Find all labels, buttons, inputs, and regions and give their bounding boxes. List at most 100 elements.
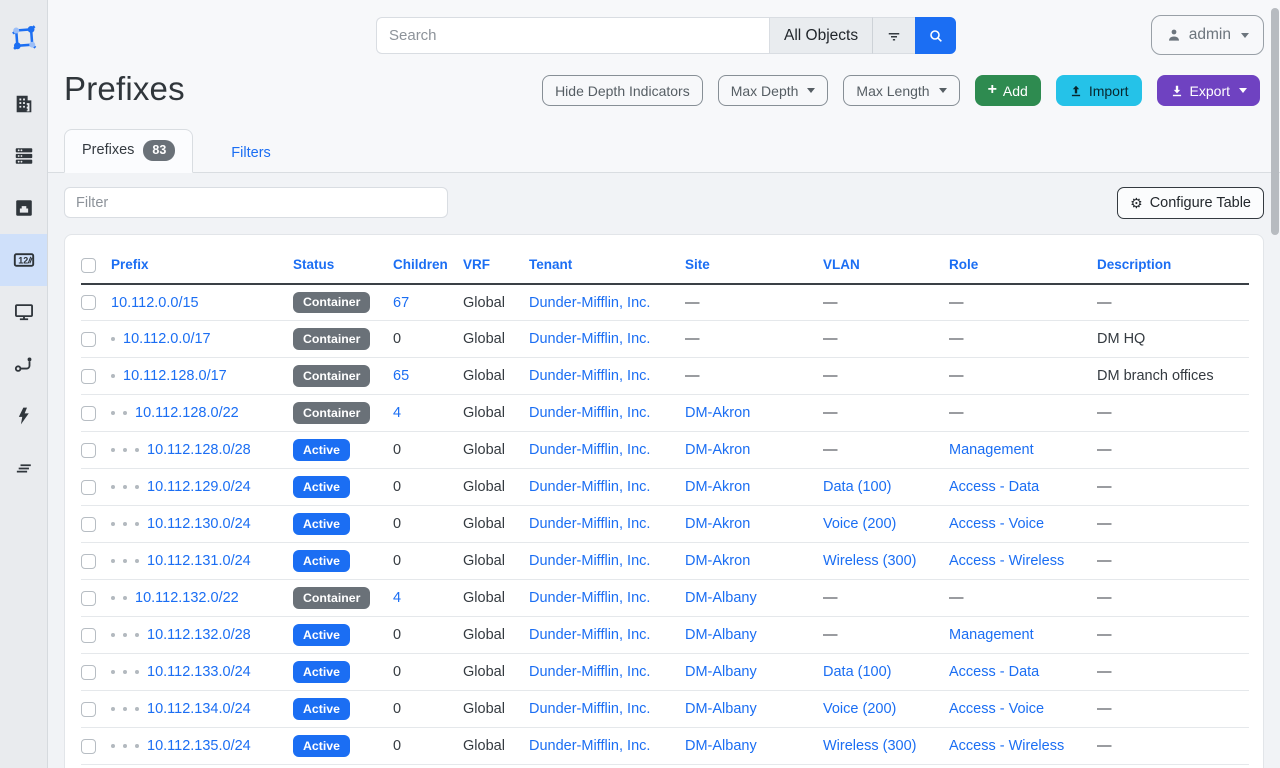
vlan-link[interactable]: Voice (200)	[823, 516, 897, 533]
row-checkbox[interactable]	[81, 442, 96, 458]
row-checkbox[interactable]	[81, 516, 96, 532]
row-checkbox[interactable]	[81, 738, 96, 754]
row-checkbox[interactable]	[81, 368, 96, 384]
site-link[interactable]: DM-Albany	[685, 664, 757, 681]
children-link[interactable]: 4	[393, 405, 402, 422]
tenant-link[interactable]: Dunder-Mifflin, Inc.	[529, 627, 651, 644]
prefix-link[interactable]: 10.112.128.0/28	[147, 442, 251, 459]
tenant-link[interactable]: Dunder-Mifflin, Inc.	[529, 738, 651, 755]
column-header-tenant[interactable]: Tenant	[529, 248, 685, 285]
hide-depth-indicators-button[interactable]: Hide Depth Indicators	[542, 75, 703, 106]
site-link[interactable]: DM-Akron	[685, 405, 751, 422]
tenant-link[interactable]: Dunder-Mifflin, Inc.	[529, 479, 651, 496]
prefix-link[interactable]: 10.112.135.0/24	[147, 738, 251, 755]
column-header-children[interactable]: Children	[393, 248, 463, 285]
search-submit-button[interactable]	[915, 17, 957, 54]
global-search-input[interactable]	[376, 17, 769, 54]
tenant-link[interactable]: Dunder-Mifflin, Inc.	[529, 442, 651, 459]
import-button[interactable]: Import	[1055, 75, 1142, 106]
site-link[interactable]: DM-Akron	[685, 442, 751, 459]
row-checkbox[interactable]	[81, 405, 96, 421]
site-link[interactable]: DM-Albany	[685, 701, 757, 718]
tenant-link[interactable]: Dunder-Mifflin, Inc.	[529, 405, 651, 422]
sidebar-item-connections[interactable]	[0, 182, 47, 234]
row-checkbox[interactable]	[81, 590, 96, 606]
vlan-link[interactable]: Data (100)	[823, 664, 892, 681]
site-link[interactable]: DM-Albany	[685, 590, 757, 607]
row-checkbox[interactable]	[81, 295, 96, 311]
row-checkbox[interactable]	[81, 627, 96, 643]
add-button[interactable]: + Add	[974, 75, 1041, 106]
tenant-link[interactable]: Dunder-Mifflin, Inc.	[529, 590, 651, 607]
site-link[interactable]: DM-Akron	[685, 479, 751, 496]
sidebar-item-virtualization[interactable]	[0, 286, 47, 338]
role-link[interactable]: Access - Wireless	[949, 553, 1065, 570]
sidebar-item-ipam[interactable]: 12	[0, 234, 47, 286]
max-depth-dropdown[interactable]: Max Depth	[717, 75, 829, 106]
role-link[interactable]: Access - Voice	[949, 516, 1045, 533]
site-link[interactable]: DM-Akron	[685, 553, 751, 570]
site-link[interactable]: DM-Akron	[685, 516, 751, 533]
column-header-vrf[interactable]: VRF	[463, 248, 529, 285]
prefix-link[interactable]: 10.112.128.0/22	[135, 405, 239, 422]
row-checkbox[interactable]	[81, 331, 96, 347]
tenant-link[interactable]: Dunder-Mifflin, Inc.	[529, 331, 651, 348]
column-header-vlan[interactable]: VLAN	[823, 248, 949, 285]
vlan-link[interactable]: Wireless (300)	[823, 553, 917, 570]
table-filter-input[interactable]	[64, 187, 448, 219]
column-header-status[interactable]: Status	[293, 248, 393, 285]
scrollbar[interactable]	[1271, 8, 1279, 235]
column-header-description[interactable]: Description	[1097, 248, 1249, 285]
prefix-link[interactable]: 10.112.132.0/28	[147, 627, 251, 644]
tenant-link[interactable]: Dunder-Mifflin, Inc.	[529, 701, 651, 718]
row-checkbox[interactable]	[81, 664, 96, 680]
column-header-site[interactable]: Site	[685, 248, 823, 285]
sidebar-item-circuits[interactable]	[0, 338, 47, 390]
row-checkbox[interactable]	[81, 553, 96, 569]
role-link[interactable]: Management	[949, 627, 1034, 644]
tab-filters[interactable]: Filters	[231, 144, 271, 161]
tenant-link[interactable]: Dunder-Mifflin, Inc.	[529, 294, 651, 311]
prefix-link[interactable]: 10.112.130.0/24	[147, 516, 251, 533]
tenant-link[interactable]: Dunder-Mifflin, Inc.	[529, 664, 651, 681]
vlan-link[interactable]: Wireless (300)	[823, 738, 917, 755]
export-dropdown[interactable]: Export	[1156, 75, 1260, 106]
sidebar-item-power[interactable]	[0, 390, 47, 442]
role-link[interactable]: Access - Voice	[949, 701, 1045, 718]
role-link[interactable]: Access - Wireless	[949, 738, 1065, 755]
configure-table-button[interactable]: ⚙ Configure Table	[1117, 186, 1264, 219]
prefix-link[interactable]: 10.112.0.0/15	[111, 294, 199, 311]
search-filter-button[interactable]	[872, 17, 916, 54]
row-checkbox[interactable]	[81, 701, 96, 717]
children-link[interactable]: 65	[393, 368, 410, 385]
role-link[interactable]: Access - Data	[949, 664, 1040, 681]
prefix-link[interactable]: 10.112.128.0/17	[123, 368, 227, 385]
prefix-link[interactable]: 10.112.133.0/24	[147, 664, 251, 681]
tenant-link[interactable]: Dunder-Mifflin, Inc.	[529, 516, 651, 533]
tenant-link[interactable]: Dunder-Mifflin, Inc.	[529, 368, 651, 385]
prefix-link[interactable]: 10.112.134.0/24	[147, 701, 251, 718]
netbox-logo[interactable]	[0, 0, 47, 78]
prefix-link[interactable]: 10.112.131.0/24	[147, 553, 251, 570]
tab-prefixes[interactable]: Prefixes 83	[64, 129, 194, 173]
search-scope-dropdown[interactable]: All Objects	[769, 17, 873, 54]
column-header-role[interactable]: Role	[949, 248, 1097, 285]
role-link[interactable]: Management	[949, 442, 1034, 459]
children-link[interactable]: 4	[393, 590, 402, 607]
prefix-link[interactable]: 10.112.132.0/22	[135, 590, 239, 607]
prefix-link[interactable]: 10.112.0.0/17	[123, 331, 211, 348]
column-header-prefix[interactable]: Prefix	[111, 248, 293, 285]
row-checkbox[interactable]	[81, 479, 96, 495]
vlan-link[interactable]: Voice (200)	[823, 701, 897, 718]
tenant-link[interactable]: Dunder-Mifflin, Inc.	[529, 553, 651, 570]
sidebar-item-devices[interactable]	[0, 130, 47, 182]
site-link[interactable]: DM-Albany	[685, 738, 757, 755]
vlan-link[interactable]: Data (100)	[823, 479, 892, 496]
prefix-link[interactable]: 10.112.129.0/24	[147, 479, 251, 496]
user-menu-button[interactable]: admin	[1150, 15, 1264, 55]
site-link[interactable]: DM-Albany	[685, 627, 757, 644]
max-length-dropdown[interactable]: Max Length	[843, 75, 960, 106]
role-link[interactable]: Access - Data	[949, 479, 1040, 496]
select-all-checkbox[interactable]	[81, 257, 96, 273]
sidebar-item-organization[interactable]	[0, 78, 47, 130]
